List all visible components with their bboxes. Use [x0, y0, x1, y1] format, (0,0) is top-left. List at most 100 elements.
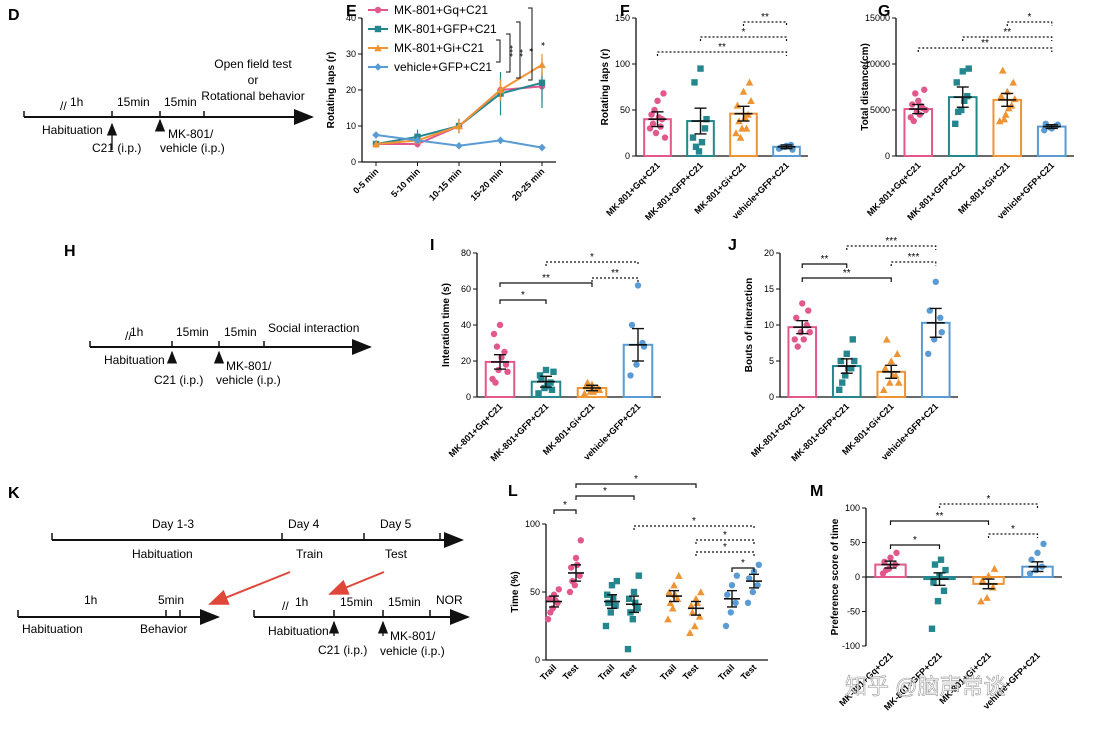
significance-bracket [591, 277, 639, 282]
data-point [912, 90, 919, 97]
y-tick-label: -100 [842, 641, 860, 651]
data-point [842, 372, 849, 379]
x-tick-label: Test [619, 662, 639, 682]
data-point [746, 575, 753, 582]
data-point [727, 609, 734, 616]
significance-bracket [962, 36, 1053, 41]
break-mark: // [125, 329, 132, 343]
significance-label: * [523, 48, 534, 52]
data-point [843, 350, 850, 357]
data-point [747, 97, 755, 104]
y-tick-label: 10 [346, 121, 356, 131]
significance-label: ** [718, 42, 726, 53]
legend-marker [374, 63, 382, 71]
data-point [664, 615, 672, 623]
data-point [1000, 115, 1009, 123]
data-point [697, 588, 705, 596]
data-point [547, 609, 554, 616]
series-line [375, 81, 543, 145]
data-point [686, 629, 694, 636]
y-tick-label: 60 [461, 284, 471, 294]
data-point [724, 591, 731, 598]
data-point [502, 361, 510, 368]
behavior-label: Behavior [140, 622, 187, 636]
y-tick-label: -50 [847, 607, 860, 617]
habituation-label: Habituation [268, 624, 329, 638]
significance-label: * [692, 516, 696, 527]
data-point [550, 368, 557, 375]
significance-bracket [506, 33, 511, 73]
mk801-label: MK-801/ [226, 359, 272, 373]
x-tick-label: 10-15 min [427, 166, 463, 202]
data-point [496, 321, 504, 329]
y-axis-title: Total distance(cm) [860, 43, 871, 131]
y-tick-label: 50 [850, 538, 860, 548]
data-point [687, 601, 695, 609]
significance-bracket [499, 282, 593, 287]
data-point [965, 65, 972, 72]
y-axis-title: Time (%) [510, 571, 521, 613]
data-point [635, 572, 642, 579]
duration-15min: 15min [117, 95, 150, 109]
vehicle-label: vehicle (i.p.) [216, 373, 281, 387]
y-tick-label: 10000 [865, 59, 890, 69]
y-tick-label: 0 [466, 392, 471, 402]
c21-label: C21 (i.p.) [92, 141, 141, 155]
significance-label: ** [513, 49, 524, 57]
data-point [925, 350, 932, 357]
vehicle-label: vehicle (i.p.) [380, 644, 445, 658]
significance-label: * [590, 252, 594, 263]
data-point [701, 125, 709, 132]
data-point [800, 336, 807, 343]
significance-bracket [656, 51, 788, 56]
y-axis-title: Rotating laps (r) [600, 49, 611, 126]
data-point [691, 79, 698, 86]
legend-entry: MK-801+GFP+C21 [394, 22, 497, 36]
data-point [648, 111, 655, 118]
legend-entry: MK-801+Gq+C21 [394, 3, 488, 17]
significance-label: ** [821, 254, 829, 265]
significance-bracket [987, 533, 1039, 538]
x-tick-label: Test [561, 662, 581, 682]
x-tick-label: Trail [658, 662, 678, 682]
panel-label: L [508, 483, 518, 500]
break-mark: // [282, 599, 289, 613]
expand-arrow-train [208, 571, 291, 605]
data-point [654, 97, 661, 105]
data-point [937, 556, 945, 563]
data-point [633, 361, 640, 368]
data-point [688, 608, 697, 616]
data-point [496, 86, 505, 94]
y-tick-label: 40 [346, 13, 356, 23]
duration-1h: 1h [295, 595, 308, 609]
y-tick-label: 0 [885, 151, 890, 161]
significance-bracket [731, 567, 755, 572]
habituation-label: Habituation [42, 123, 103, 137]
c21-label: C21 (i.p.) [318, 643, 367, 657]
c21-label: C21 (i.p.) [154, 373, 203, 387]
data-point [568, 564, 575, 571]
significance-label: ** [843, 268, 851, 279]
data-point [634, 605, 641, 612]
mk801-label: MK-801/ [168, 127, 214, 141]
significance-label: * [913, 535, 917, 546]
data-point [544, 616, 552, 623]
data-point [493, 343, 501, 350]
data-point [978, 576, 987, 584]
panel-label: G [878, 3, 890, 20]
test-label: Open field test [214, 57, 292, 71]
legend-entry: MK-801+Gi+C21 [394, 41, 484, 55]
significance-bracket [890, 261, 937, 266]
significance-label: * [563, 500, 567, 511]
significance-bracket [695, 539, 755, 544]
train-label: Train [296, 547, 323, 561]
data-point [915, 97, 922, 105]
significance-bracket [499, 299, 547, 304]
data-point [990, 564, 999, 572]
data-point [937, 314, 944, 321]
data-point [997, 92, 1006, 100]
